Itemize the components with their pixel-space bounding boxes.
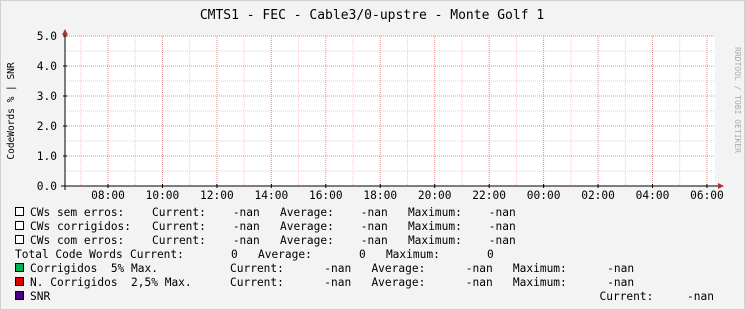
legend-label: CWs corrigidos: — [30, 220, 131, 233]
x-tick-label: 22:00 — [472, 189, 506, 202]
x-tick-label: 16:00 — [309, 189, 343, 202]
x-tick-label: 20:00 — [418, 189, 452, 202]
legend-stats: Current: -nan — [599, 290, 714, 303]
legend-stats: Current: -nan Average: -nan Maximum: -na… — [152, 220, 516, 233]
legend-stats: Current: -nan Average: -nan Maximum: -na… — [152, 234, 516, 247]
x-tick-label: 08:00 — [91, 189, 125, 202]
legend-stats: Current: 0 Average: 0 Maximum: 0 — [130, 248, 494, 261]
legend-swatch — [15, 277, 24, 286]
y-tick-label: 2.0 — [37, 120, 57, 133]
x-tick-label: 10:00 — [146, 189, 180, 202]
legend-label: Corrigidos 5% Max. — [30, 262, 158, 275]
legend-stats: Current: -nan Average: -nan Maximum: -na… — [152, 206, 516, 219]
y-tick-label: 5.0 — [37, 30, 57, 43]
x-arrow — [718, 183, 724, 189]
x-tick-label: 00:00 — [527, 189, 561, 202]
legend: CWs sem erros: Current: -nan Average: -na… — [15, 206, 714, 303]
y-tick-label: 3.0 — [37, 90, 57, 103]
legend-label: N. Corrigidos 2,5% Max. — [30, 276, 192, 289]
legend-label: CWs com erros: — [30, 234, 124, 247]
watermark: RRDTOOL / TOBI OETIKER — [733, 47, 742, 153]
legend-swatch — [15, 207, 24, 216]
y-arrow — [62, 29, 68, 35]
legend-stats: Current: -nan Average: -nan Maximum: -na… — [230, 262, 634, 275]
legend-swatch — [15, 221, 24, 230]
legend-label: CWs sem erros: — [30, 206, 124, 219]
x-tick-label: 04:00 — [636, 189, 670, 202]
y-tick-label: 4.0 — [37, 60, 57, 73]
axes — [61, 29, 724, 190]
y-axis-label: CodeWords % | SNR — [6, 62, 17, 160]
y-tick-label: 1.0 — [37, 150, 57, 163]
legend-stats: Current: -nan Average: -nan Maximum: -na… — [230, 276, 634, 289]
legend-label: SNR — [30, 290, 50, 303]
x-tick-label: 14:00 — [255, 189, 289, 202]
x-tick-label: 06:00 — [690, 189, 724, 202]
legend-swatch — [15, 291, 24, 300]
y-tick-label: 0.0 — [37, 180, 57, 193]
chart-title: CMTS1 - FEC - Cable3/0-upstre - Monte Go… — [200, 8, 544, 23]
legend-swatch — [15, 235, 24, 244]
x-tick-label: 02:00 — [581, 189, 615, 202]
legend-label: Total Code Words — [15, 248, 123, 261]
legend-swatch — [15, 263, 24, 272]
x-tick-label: 12:00 — [200, 189, 234, 202]
x-tick-label: 18:00 — [363, 189, 397, 202]
